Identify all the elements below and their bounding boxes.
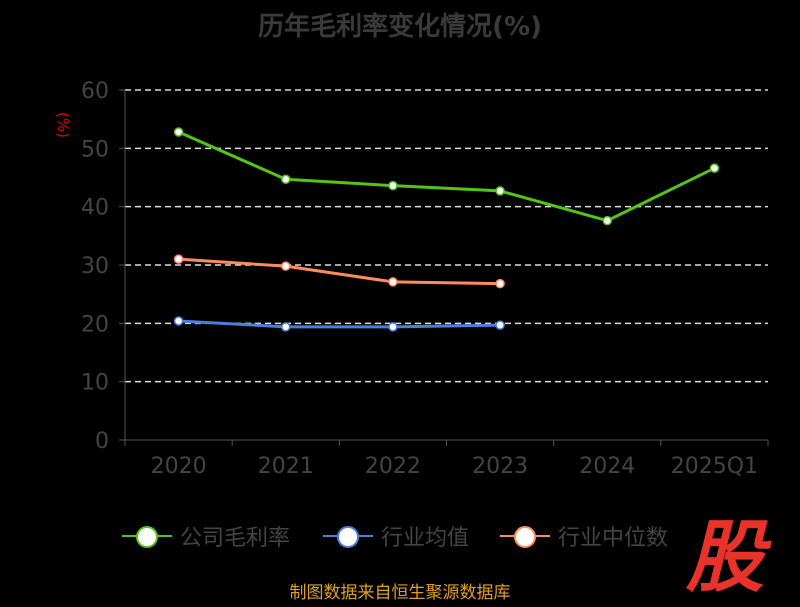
x-tick-label: 2020 — [151, 454, 207, 479]
y-tick-label: 50 — [81, 137, 109, 162]
data-point — [281, 322, 291, 332]
source-note: 制图数据来自恒生聚源数据库 — [289, 583, 511, 603]
legend-marker-icon — [323, 526, 373, 548]
x-tick-label: 2023 — [472, 454, 528, 479]
x-tick-label: 2024 — [579, 454, 635, 479]
brand-logo: 股 — [686, 513, 765, 603]
data-point — [173, 127, 184, 137]
data-point — [281, 174, 291, 184]
chart-title: 历年毛利率变化情况(%) — [258, 12, 542, 42]
data-point — [602, 215, 612, 226]
series-line — [178, 319, 501, 329]
legend-marker-icon — [122, 526, 172, 548]
data-point — [388, 180, 398, 191]
x-tick-label: 2022 — [365, 454, 421, 479]
data-point — [495, 186, 505, 196]
data-point — [495, 278, 505, 289]
data-point — [388, 277, 398, 287]
legend-item-industry-median[interactable]: 行业中位数 — [500, 520, 668, 552]
legend-label: 行业中位数 — [558, 526, 669, 551]
legend-marker-icon — [500, 526, 550, 548]
x-tick-label: 2021 — [258, 454, 314, 479]
y-tick-label: 0 — [95, 429, 109, 454]
data-point — [388, 322, 398, 332]
data-point — [709, 163, 720, 173]
legend-label: 行业均值 — [381, 526, 470, 551]
data-point — [281, 261, 291, 271]
data-point — [495, 320, 505, 330]
legend-item-company[interactable]: 公司毛利率 — [122, 520, 290, 552]
data-point — [173, 254, 184, 264]
y-tick-label: 40 — [81, 196, 109, 221]
legend-item-industry-mean[interactable]: 行业均值 — [323, 520, 469, 552]
series-line — [178, 257, 501, 286]
data-point — [173, 316, 184, 326]
legend-label: 公司毛利率 — [180, 526, 291, 551]
x-tick-label: 2025Q1 — [671, 454, 758, 479]
y-tick-label: 30 — [81, 254, 109, 279]
y-tick-label: 60 — [81, 79, 109, 104]
series-line — [177, 130, 716, 223]
y-tick-label: 20 — [81, 312, 109, 337]
y-tick-label: 10 — [81, 371, 109, 396]
